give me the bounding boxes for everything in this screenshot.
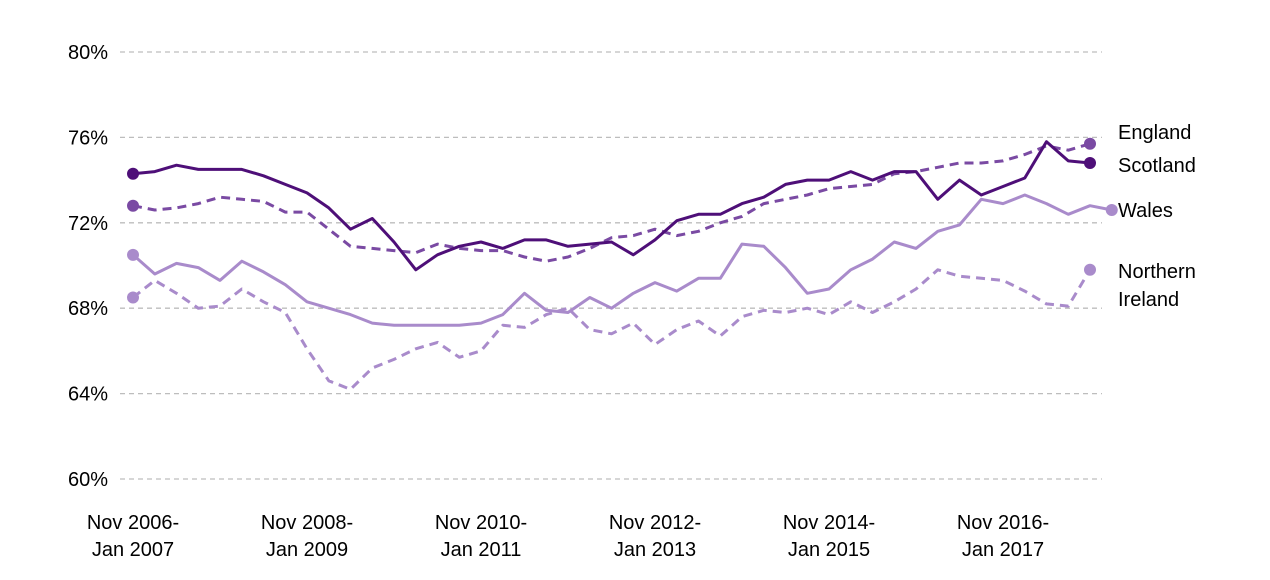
- x-tick-label: Nov 2014-Jan 2015: [783, 512, 875, 561]
- series-label-england: England: [1118, 122, 1191, 144]
- series-end-marker-scotland: [1084, 157, 1096, 170]
- x-tick-label: Nov 2016-Jan 2017: [957, 512, 1049, 561]
- y-tick-label: 68%: [68, 298, 108, 320]
- x-tick-label: Nov 2006-Jan 2007: [87, 512, 179, 561]
- series-labels: England Scotland Wales Northern Ireland: [1118, 122, 1196, 311]
- series-line-wales: [132, 193, 1113, 327]
- x-tick-label: Nov 2008-Jan 2009: [261, 512, 353, 561]
- series-label-northern-ireland: Northern Ireland: [1118, 261, 1196, 311]
- series-end-marker-wales: [1105, 203, 1118, 216]
- series-line-northern-ireland: [132, 268, 1092, 391]
- series-label-scotland: Scotland: [1118, 155, 1196, 177]
- series-start-marker-england: [127, 199, 139, 212]
- series-start-marker-northern-ireland: [127, 291, 139, 304]
- series-line-scotland: [132, 140, 1091, 272]
- series-start-marker-scotland: [127, 167, 139, 180]
- y-tick-label: 76%: [68, 127, 108, 149]
- series-end-marker-northern-ireland: [1084, 263, 1096, 276]
- series-end-marker-england: [1084, 137, 1096, 150]
- y-tick-label: 60%: [68, 469, 108, 491]
- y-axis-tick-labels: 60% 64% 68% 72% 76% 80%: [68, 42, 108, 491]
- y-tick-label: 64%: [68, 384, 108, 406]
- series-start-marker-wales: [127, 248, 139, 261]
- series-lines: [132, 140, 1113, 391]
- x-axis-tick-labels: Nov 2006-Jan 2007 Nov 2008-Jan 2009 Nov 20…: [87, 512, 1049, 561]
- series-line-england: [132, 142, 1091, 263]
- series-end-markers: [127, 137, 1118, 304]
- y-tick-label: 80%: [68, 42, 108, 64]
- x-tick-label: Nov 2010-Jan 2011: [435, 512, 527, 561]
- gridlines: [120, 51, 1102, 480]
- x-tick-label: Nov 2012-Jan 2013: [609, 512, 701, 561]
- series-label-wales: Wales: [1118, 200, 1173, 222]
- y-tick-label: 72%: [68, 213, 108, 235]
